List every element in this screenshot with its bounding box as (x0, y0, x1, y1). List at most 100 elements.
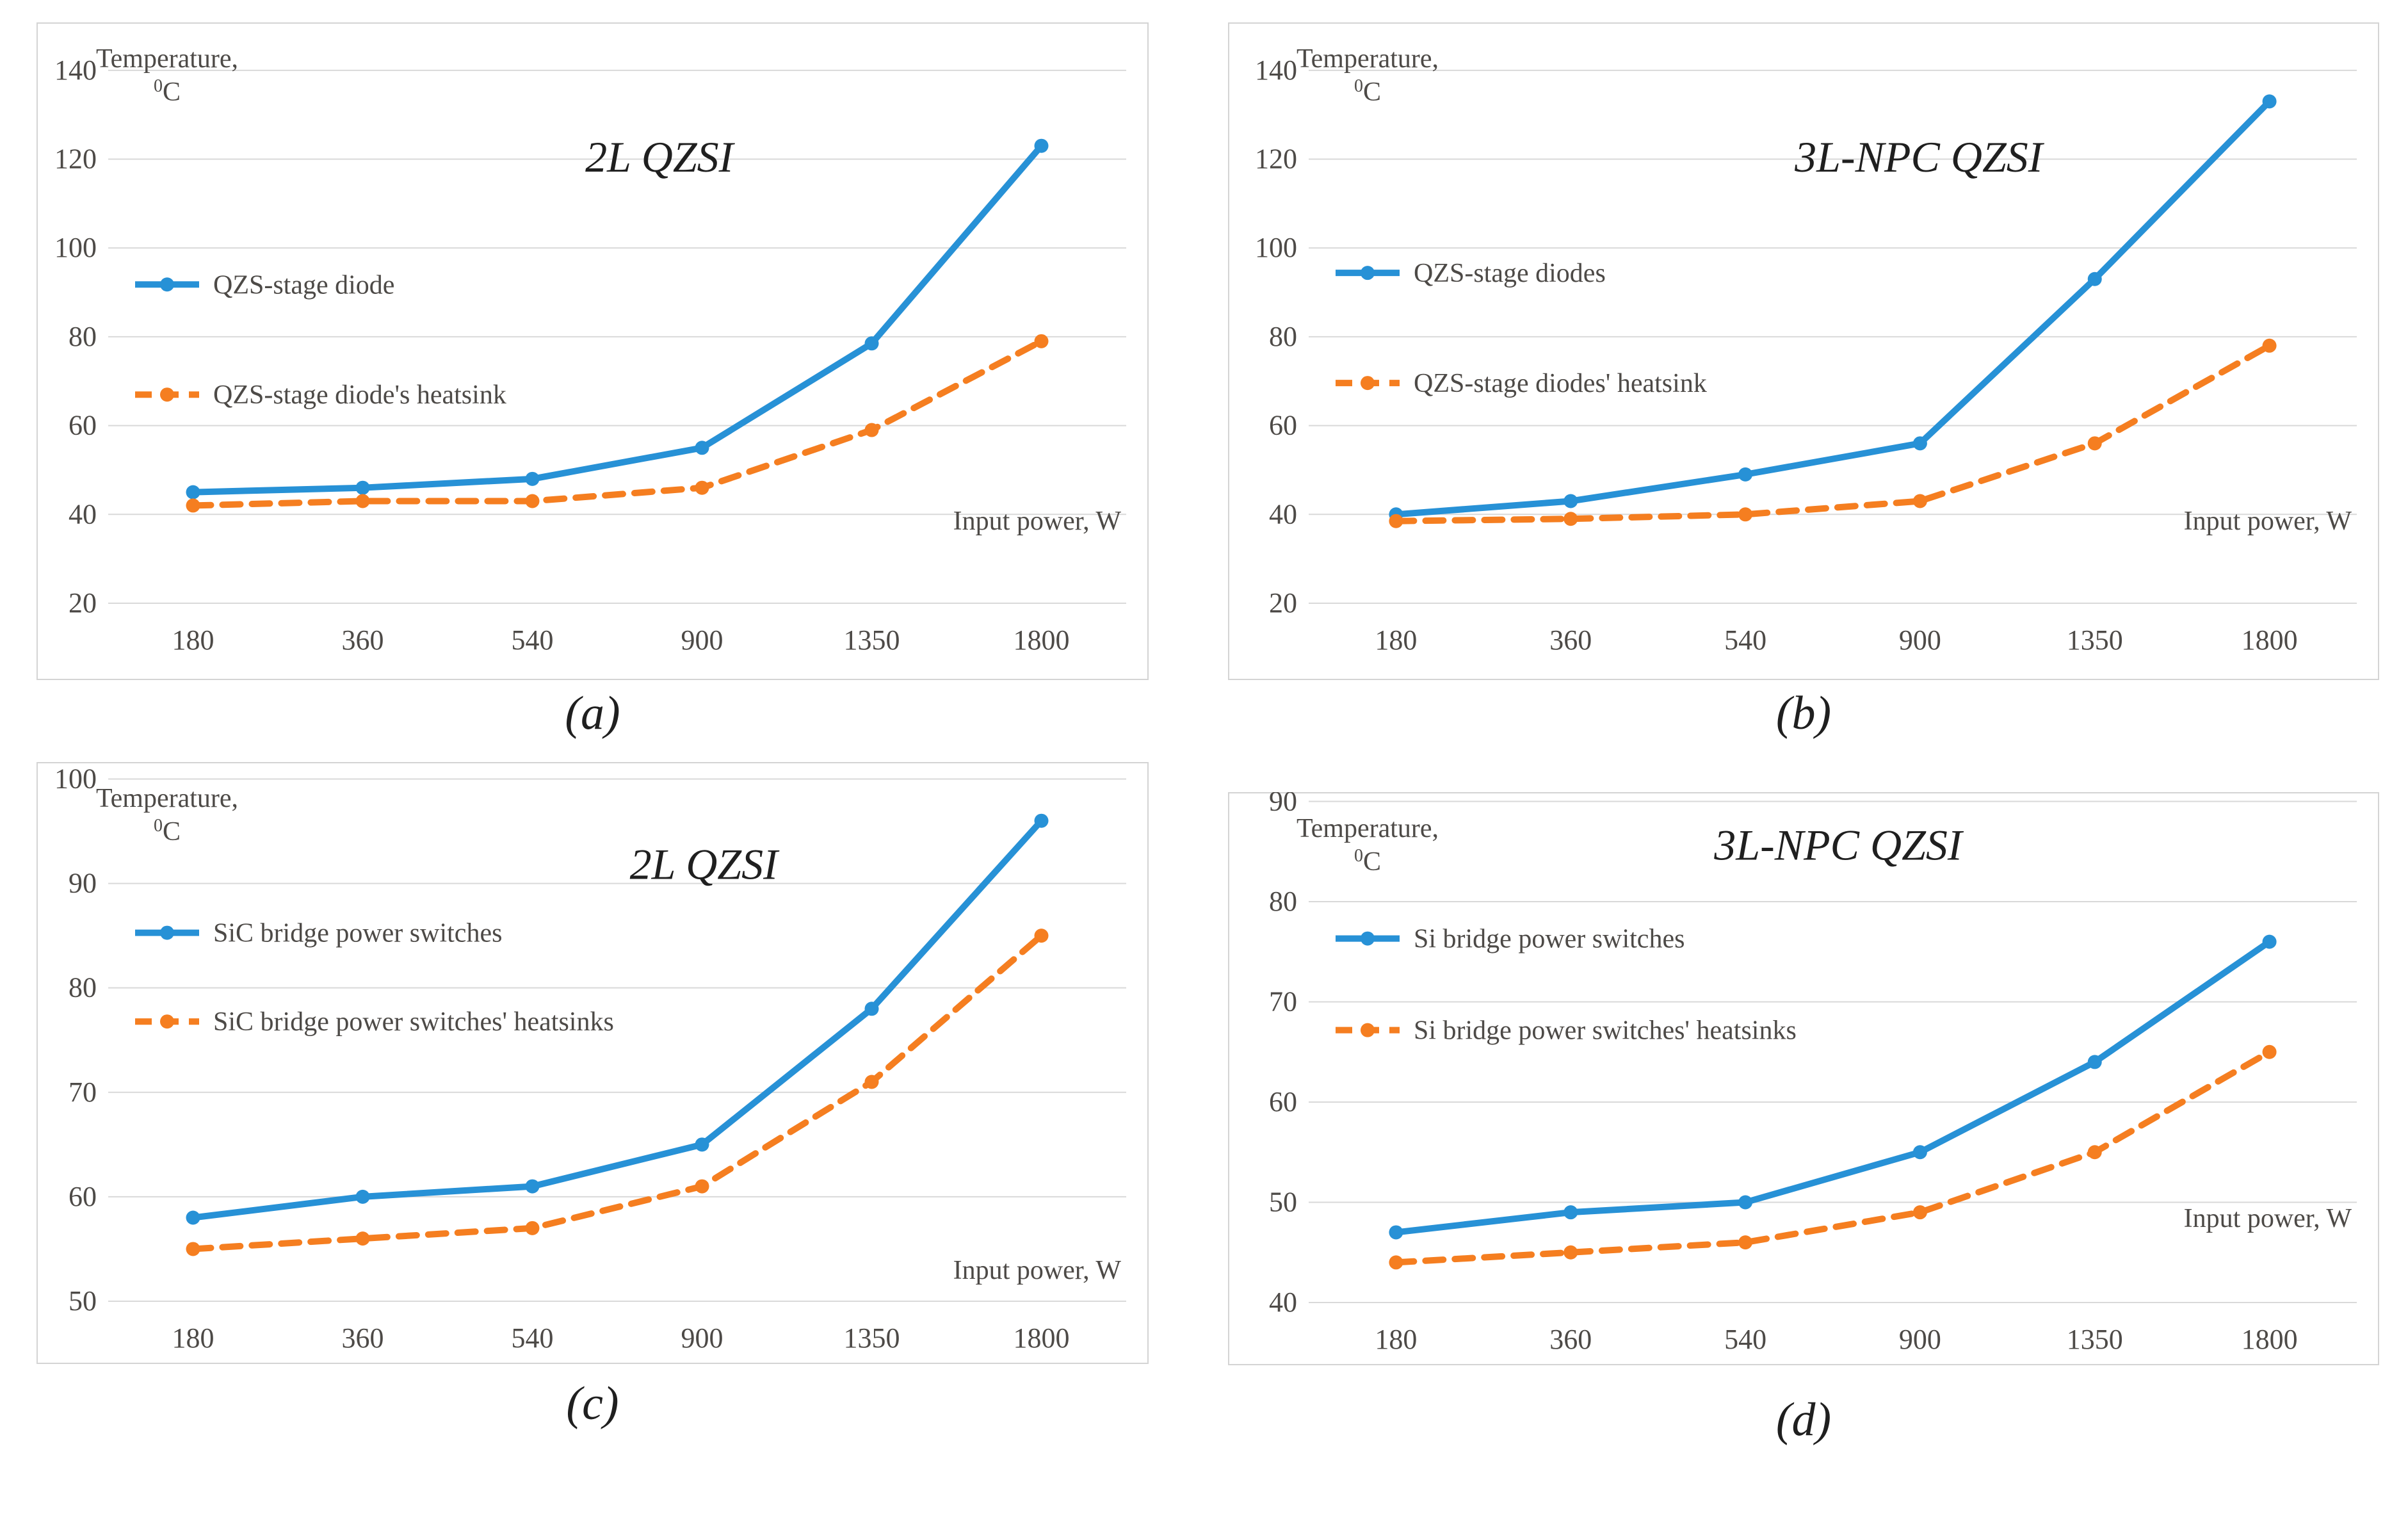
caption-a: (a) (565, 687, 620, 740)
legend-label: SiC bridge power switches' heatsinks (213, 1007, 614, 1037)
panel-border (36, 22, 1149, 680)
series-markers-orange (1389, 338, 2277, 528)
svg-text:900: 900 (1899, 624, 1941, 656)
y-axis-tick-labels: 20 40 60 80 100 120 140 (1255, 54, 1297, 619)
y-axis-tick-labels: 20 40 60 80 100 120 140 (54, 54, 97, 619)
gridlines (108, 69, 1126, 604)
series-line-orange (1393, 1048, 2273, 1266)
x-axis-tick-labels: 180 360 540 900 1350 1800 (172, 624, 1070, 656)
caption-b: (b) (1775, 687, 1832, 740)
svg-text:Temperature,: Temperature, (96, 44, 238, 74)
svg-text:100: 100 (54, 232, 97, 263)
svg-text:60: 60 (1269, 410, 1297, 441)
svg-text:140: 140 (54, 54, 97, 86)
legend-marker-blue (1361, 931, 1375, 946)
svg-text:20: 20 (1269, 587, 1297, 619)
legend-marker-blue (1361, 266, 1375, 280)
svg-text:80: 80 (1269, 321, 1297, 352)
svg-text:540: 540 (1724, 624, 1766, 656)
caption-c: (c) (566, 1377, 619, 1430)
svg-text:140: 140 (1255, 54, 1297, 86)
svg-text:70: 70 (69, 1076, 97, 1108)
series-line-blue (1393, 98, 2273, 518)
svg-text:80: 80 (1269, 886, 1297, 917)
series-markers-orange (1389, 1044, 2277, 1270)
svg-text:360: 360 (342, 624, 384, 656)
svg-text:900: 900 (681, 1322, 723, 1354)
svg-text:1800: 1800 (2242, 1324, 2298, 1355)
svg-text:40: 40 (1269, 498, 1297, 530)
svg-text:180: 180 (1375, 624, 1417, 656)
legend-label: Si bridge power switches' heatsinks (1414, 1016, 1797, 1046)
panel-title: 2L QZSI (585, 133, 736, 181)
panel-title: 2L QZSI (630, 840, 780, 889)
svg-text:360: 360 (1549, 1324, 1592, 1355)
svg-text:40: 40 (69, 498, 97, 530)
svg-text:540: 540 (1724, 1324, 1766, 1355)
x-axis-title: Input power, W (953, 1256, 1122, 1285)
series-markers-blue (186, 813, 1049, 1225)
legend-marker-orange (160, 387, 174, 402)
svg-text:120: 120 (54, 143, 97, 175)
chart-panel-c: 50 60 70 80 90 100 180 360 540 900 1350 1800 Tempera… (36, 762, 1149, 1364)
legend: Si bridge power switches Si bridge power … (1336, 925, 1797, 1046)
svg-text:1350: 1350 (844, 624, 900, 656)
svg-text:90: 90 (69, 868, 97, 899)
svg-text:60: 60 (69, 410, 97, 441)
legend-label: Si bridge power switches (1414, 925, 1685, 954)
series-markers-blue (186, 138, 1049, 499)
svg-text:540: 540 (512, 624, 554, 656)
y-axis-tick-labels: 40 50 60 70 80 90 (1269, 792, 1297, 1318)
svg-text:1350: 1350 (844, 1322, 900, 1354)
svg-text:100: 100 (54, 763, 97, 794)
svg-text:1800: 1800 (1014, 1322, 1070, 1354)
legend: QZS-stage diodes QZS-stage diodes' heatsi… (1336, 259, 1707, 398)
chart-panel-a: 20 40 60 80 100 120 140 180 360 540 900 1350 1800 Tem… (36, 22, 1149, 680)
svg-text:60: 60 (69, 1181, 97, 1212)
legend: SiC bridge power switches SiC bridge powe… (135, 919, 614, 1037)
series-markers-blue (1389, 934, 2277, 1240)
svg-text:50: 50 (1269, 1187, 1297, 1218)
svg-text:180: 180 (172, 624, 214, 656)
series-line-blue (190, 817, 1045, 1221)
legend-label: QZS-stage diode (213, 270, 394, 300)
panel-border (1228, 22, 2379, 680)
svg-text:1350: 1350 (2067, 1324, 2123, 1355)
svg-text:70: 70 (1269, 986, 1297, 1018)
series-line-blue (1393, 938, 2273, 1236)
svg-text:900: 900 (681, 624, 723, 656)
legend-marker-orange (1361, 1023, 1375, 1037)
svg-text:180: 180 (1375, 1324, 1417, 1355)
series-line-orange (190, 337, 1045, 509)
svg-text:120: 120 (1255, 143, 1297, 175)
svg-text:540: 540 (512, 1322, 554, 1354)
series-line-orange (1393, 342, 2273, 524)
chart-panel-d: 40 50 60 70 80 90 180 360 540 900 1350 1800 Temperat… (1228, 792, 2379, 1365)
svg-text:20: 20 (69, 587, 97, 619)
legend-label: SiC bridge power switches (213, 919, 502, 948)
svg-text:0C: 0C (1354, 76, 1381, 107)
svg-text:1800: 1800 (1014, 624, 1070, 656)
x-axis-title: Input power, W (953, 507, 1122, 536)
svg-text:Temperature,: Temperature, (96, 784, 238, 813)
legend-marker-orange (1361, 376, 1375, 391)
panel-title: 3L-NPC QZSI (1713, 820, 1964, 869)
legend-label: QZS-stage diodes (1414, 259, 1606, 288)
gridlines (108, 778, 1126, 1302)
y-axis-title: Temperature,0C (96, 44, 238, 107)
svg-text:80: 80 (69, 321, 97, 352)
svg-text:90: 90 (1269, 792, 1297, 817)
y-axis-title: Temperature,0C (96, 784, 238, 847)
series-line-blue (190, 142, 1045, 496)
svg-text:Temperature,: Temperature, (1297, 44, 1439, 74)
svg-text:50: 50 (69, 1285, 97, 1317)
legend-marker-blue (160, 277, 174, 292)
svg-text:80: 80 (69, 972, 97, 1003)
svg-text:1800: 1800 (2242, 624, 2298, 656)
x-axis-tick-labels: 180 360 540 900 1350 1800 (172, 1322, 1070, 1354)
svg-text:40: 40 (1269, 1287, 1297, 1318)
legend-label: QZS-stage diodes' heatsink (1414, 369, 1707, 398)
series-markers-orange (186, 334, 1049, 513)
legend-label: QZS-stage diode's heatsink (213, 380, 506, 410)
series-markers-orange (186, 929, 1049, 1256)
